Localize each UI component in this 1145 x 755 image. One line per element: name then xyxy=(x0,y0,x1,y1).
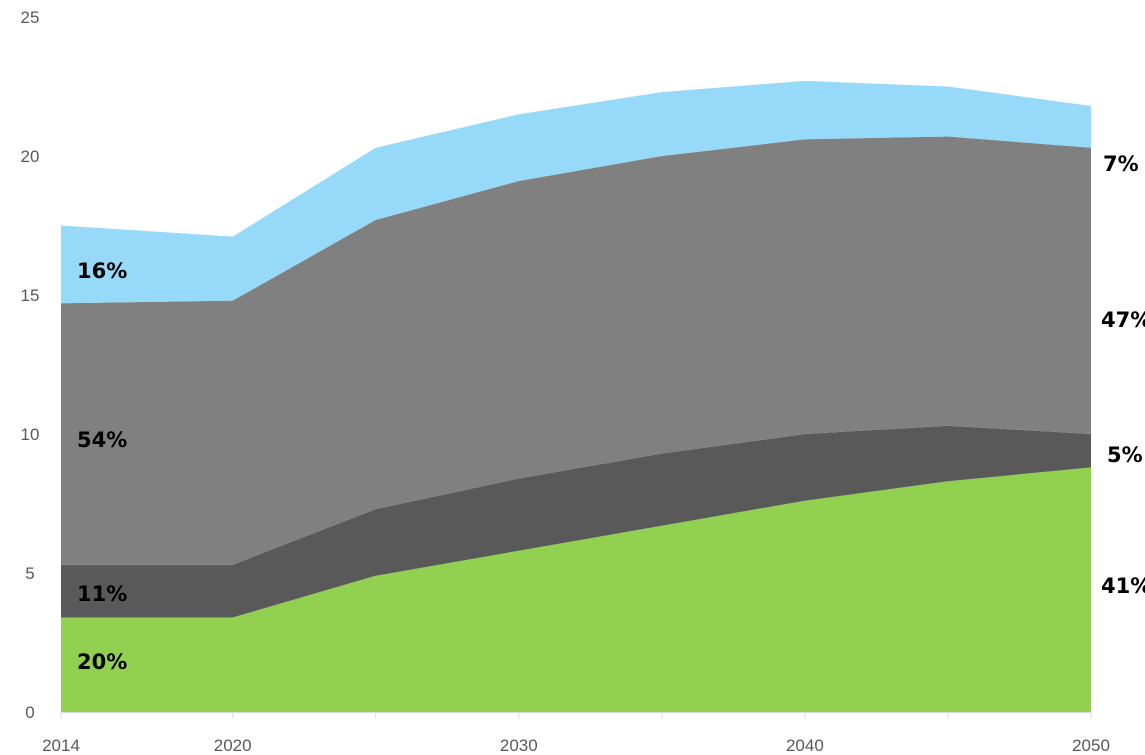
area-layer-3 xyxy=(61,136,1091,565)
share-label-2014: 16% xyxy=(77,259,127,283)
share-label-2050: 47% xyxy=(1101,308,1145,332)
y-tick-label: 5 xyxy=(25,564,34,583)
x-axis: 2014 2020 2030 2040 2050 xyxy=(42,712,1110,755)
area-layer-1 xyxy=(61,467,1091,712)
area-layer-4 xyxy=(61,80,1091,304)
y-tick-label: 15 xyxy=(21,286,40,305)
x-tick-label: 2020 xyxy=(214,736,252,755)
y-axis: 0 5 10 15 20 25 xyxy=(21,8,40,722)
share-label-2050: 7% xyxy=(1103,152,1139,176)
share-label-2014: 54% xyxy=(77,428,127,452)
share-label-2014: 20% xyxy=(77,650,127,674)
x-tick-label: 2040 xyxy=(786,736,824,755)
y-tick-label: 10 xyxy=(21,425,40,444)
y-tick-label: 20 xyxy=(21,147,40,166)
share-labels: 20% 11% 54% 16% 41% 5% 47% 7% xyxy=(77,152,1145,674)
x-tick-label: 2014 xyxy=(42,736,80,755)
y-tick-label: 25 xyxy=(21,8,40,27)
x-tick-label: 2050 xyxy=(1072,736,1110,755)
area-layer-2 xyxy=(61,425,1091,618)
share-label-2014: 11% xyxy=(77,582,127,606)
y-tick-label: 0 xyxy=(25,703,34,722)
area-layers xyxy=(61,80,1091,712)
share-label-2050: 5% xyxy=(1107,443,1143,467)
share-label-2050: 41% xyxy=(1101,574,1145,598)
x-tick-label: 2030 xyxy=(500,736,538,755)
